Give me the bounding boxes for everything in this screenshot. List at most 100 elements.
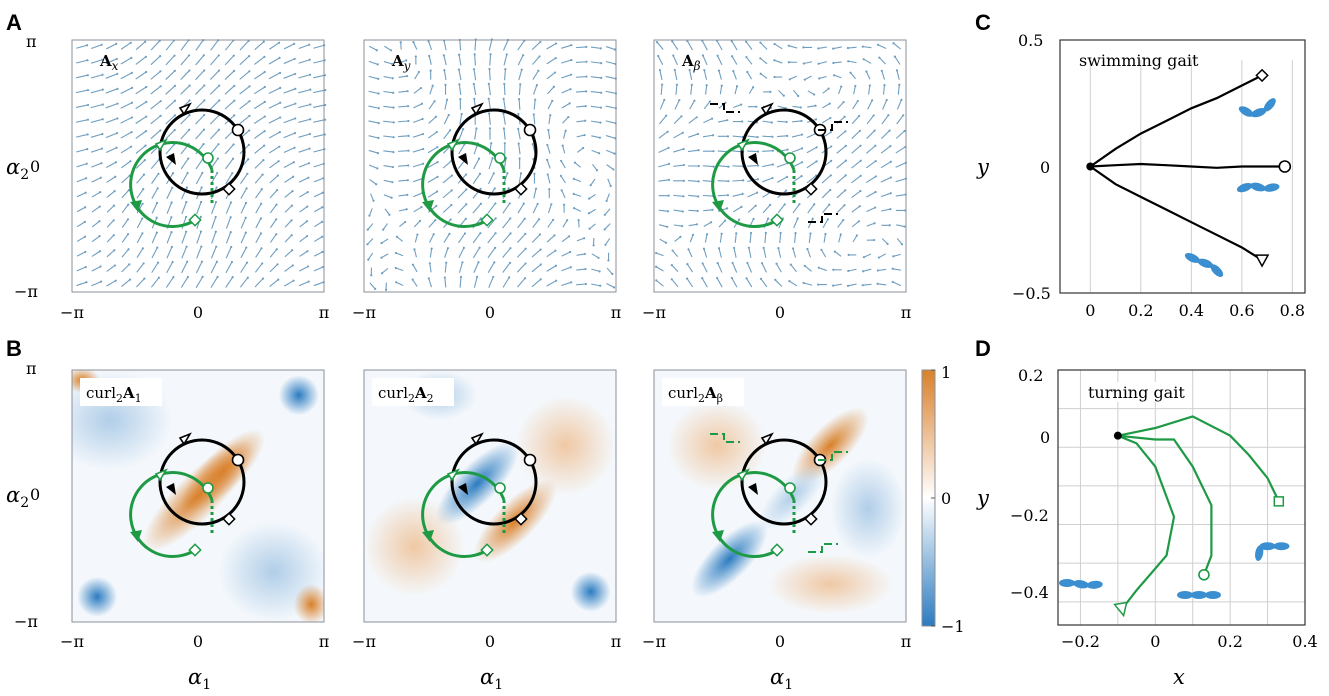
panel-c-xtick: 0.4 <box>1179 301 1204 320</box>
field-arrow-head <box>504 68 506 70</box>
field-arrow-head <box>506 53 508 55</box>
field-arrow-head <box>712 134 714 136</box>
field-arrow-head <box>294 88 296 90</box>
field-arrow-head <box>406 75 408 77</box>
field-arrow-head <box>278 160 280 162</box>
field-arrow-head <box>702 262 704 264</box>
field-arrow-head <box>584 120 586 122</box>
field-arrow-head <box>248 129 250 131</box>
field-arrow-head <box>759 57 761 59</box>
field-arrow-head <box>415 55 417 57</box>
field-arrow-head <box>854 85 856 87</box>
heatmap-blob <box>571 572 611 612</box>
black-circle-marker <box>233 455 244 466</box>
field-arrow <box>490 54 491 65</box>
field-arrow-head <box>84 206 86 208</box>
field-arrow-head <box>84 221 86 223</box>
field-arrow-head <box>533 173 535 175</box>
field-arrow <box>576 91 586 92</box>
field-arrow-head <box>203 69 205 71</box>
field-arrow-head <box>755 205 757 207</box>
field-arrow-head <box>98 220 100 222</box>
field-arrow-head <box>291 205 293 207</box>
field-arrow-head <box>186 186 188 188</box>
field-arrow-head <box>687 248 689 250</box>
field-arrow-head <box>574 162 576 164</box>
field-arrow-head <box>824 233 826 235</box>
field-arrow-head <box>874 206 876 208</box>
panel-letter-c: C <box>975 10 991 35</box>
field-arrow-head <box>407 120 409 122</box>
field-arrow-head <box>480 188 482 190</box>
field-arrow-head <box>308 44 310 46</box>
field-arrow-head <box>174 70 176 72</box>
field-arrow-head <box>245 217 247 219</box>
field-arrow-head <box>188 129 190 131</box>
field-arrow-head <box>873 239 875 241</box>
field-arrow-head <box>407 179 409 181</box>
field-arrow <box>576 47 586 48</box>
field-arrow-head <box>830 131 832 133</box>
green-circle-marker <box>785 153 795 163</box>
field-arrow-head <box>86 148 88 150</box>
field-arrow-head <box>678 99 680 101</box>
panel-c-xtick: 0 <box>1085 301 1095 320</box>
field-arrow-head <box>849 72 851 74</box>
field-arrow-head <box>691 84 693 86</box>
field-arrow-head <box>798 203 800 205</box>
field-arrow-head <box>554 250 556 252</box>
field-arrow-head <box>306 220 308 222</box>
field-arrow-head <box>845 145 847 147</box>
field-arrow-head <box>84 192 86 194</box>
field-arrow-head <box>375 183 377 185</box>
field-arrow-head <box>262 277 264 279</box>
panel-c-ytick-0: 0.5 <box>1018 31 1043 50</box>
field-arrow-head <box>860 160 862 162</box>
swimmer-segment <box>1273 542 1289 550</box>
field-arrow-head <box>561 189 563 191</box>
ytick-pi-a: π <box>26 32 37 51</box>
field-arrow-head <box>144 159 146 161</box>
field-arrow-head <box>465 218 467 220</box>
field-arrow-head <box>769 204 771 206</box>
field-arrow-head <box>573 178 575 180</box>
field-arrow-head <box>890 176 892 178</box>
field-arrow-head <box>830 160 832 162</box>
field-arrow-head <box>875 175 877 177</box>
field-arrow <box>576 62 586 63</box>
field-arrow-head <box>246 262 248 264</box>
field-arrow-head <box>248 144 250 146</box>
field-arrow-head <box>717 55 719 57</box>
field-arrow-head <box>230 201 232 203</box>
field-arrow-head <box>233 70 235 72</box>
field-arrow-head <box>547 173 549 175</box>
xtick-label: −π <box>642 303 666 322</box>
field-arrow-head <box>493 172 495 174</box>
xtick-label: 0 <box>775 632 785 651</box>
field-arrow-head <box>215 231 217 233</box>
panel-letter-d: D <box>975 336 991 361</box>
field-arrow-head <box>144 145 146 147</box>
field-arrow-head <box>533 113 535 115</box>
field-arrow-head <box>519 83 521 85</box>
ytick-negpi-b: −π <box>14 612 38 631</box>
field-arrow-head <box>171 187 173 189</box>
field-arrow-head <box>367 259 369 261</box>
field-arrow-head <box>172 172 174 174</box>
field-arrow-head <box>509 247 511 249</box>
field-arrow-head <box>772 163 774 165</box>
field-arrow-head <box>886 243 888 245</box>
field-arrow-head <box>813 93 815 95</box>
field-arrow-head <box>100 177 102 179</box>
field-arrow-head <box>130 146 132 148</box>
field-arrow-head <box>832 269 834 271</box>
field-arrow-head <box>400 41 402 43</box>
field-arrow-head <box>294 117 296 119</box>
field-arrow-head <box>683 148 685 150</box>
field-arrow-head <box>279 131 281 133</box>
field-arrow-head <box>115 147 117 149</box>
field-arrow-head <box>233 85 235 87</box>
field-arrow-head <box>127 204 129 206</box>
field-arrow-head <box>683 164 685 166</box>
